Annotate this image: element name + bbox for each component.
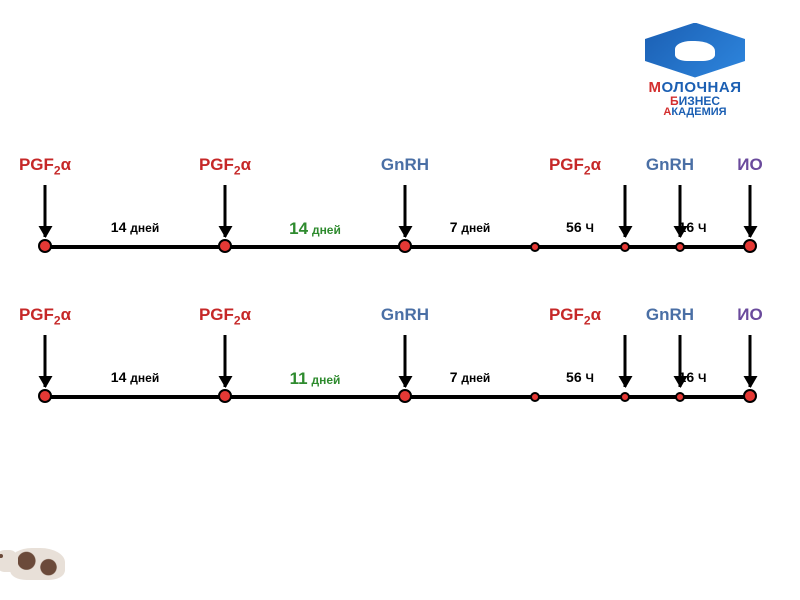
timeline-arrow — [404, 185, 407, 237]
event-label: PGF2α — [549, 155, 601, 177]
timeline-node — [398, 389, 412, 403]
timeline-node — [38, 239, 52, 253]
timeline-arrow — [44, 185, 47, 237]
timeline-node — [675, 392, 685, 402]
timeline-node — [743, 239, 757, 253]
timeline-arrow — [404, 335, 407, 387]
logo-line3-rest: КАДЕМИЯ — [671, 106, 726, 118]
interval-label: 16 Ч — [679, 369, 707, 385]
timeline-node — [620, 392, 630, 402]
interval-label: 16 Ч — [679, 219, 707, 235]
logo-text: МОЛОЧНАЯ БИЗНЕС АКАДЕМИЯ — [649, 80, 742, 118]
interval-label: 11 дней — [290, 369, 341, 389]
event-label: PGF2α — [199, 305, 251, 327]
timeline-node — [530, 392, 540, 402]
timeline-node — [218, 389, 232, 403]
event-label: GnRH — [646, 305, 694, 325]
logo: МОЛОЧНАЯ БИЗНЕС АКАДЕМИЯ — [620, 20, 770, 120]
timeline-node — [530, 242, 540, 252]
event-label: PGF2α — [19, 305, 71, 327]
event-label: ИО — [737, 305, 762, 325]
logo-line1-first: М — [649, 79, 662, 96]
logo-cow-icon — [675, 41, 715, 61]
interval-label: 7 дней — [450, 369, 491, 385]
timeline-node — [218, 239, 232, 253]
timeline-arrow — [224, 185, 227, 237]
interval-label: 56 Ч — [566, 219, 594, 235]
timeline-node — [675, 242, 685, 252]
event-label: PGF2α — [19, 155, 71, 177]
timeline-arrow — [224, 335, 227, 387]
interval-label: 7 дней — [450, 219, 491, 235]
timeline-node — [38, 389, 52, 403]
logo-shape-icon — [645, 23, 745, 78]
event-label: GnRH — [381, 155, 429, 175]
event-label: ИО — [737, 155, 762, 175]
timeline-arrow — [749, 185, 752, 237]
event-label: GnRH — [381, 305, 429, 325]
interval-label: 56 Ч — [566, 369, 594, 385]
cow-photo-icon — [10, 530, 90, 580]
interval-label: 14 дней — [111, 369, 159, 385]
event-label: PGF2α — [549, 305, 601, 327]
timeline-node — [743, 389, 757, 403]
timeline-arrow — [44, 335, 47, 387]
event-label: GnRH — [646, 155, 694, 175]
timeline-arrow — [624, 335, 627, 387]
timeline-arrow — [624, 185, 627, 237]
event-label: PGF2α — [199, 155, 251, 177]
timeline-node — [398, 239, 412, 253]
timeline-arrow — [749, 335, 752, 387]
interval-label: 14 дней — [111, 219, 159, 235]
timeline-node — [620, 242, 630, 252]
interval-label: 14 дней — [289, 219, 341, 239]
